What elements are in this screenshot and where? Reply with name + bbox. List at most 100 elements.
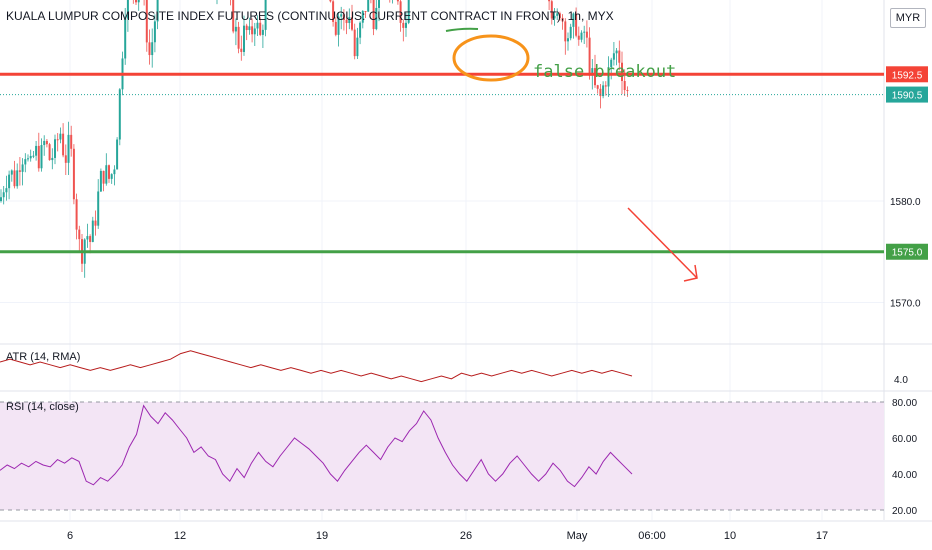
candle-body: [102, 170, 105, 184]
candle-body: [94, 220, 97, 226]
atr-label[interactable]: ATR (14, RMA): [6, 351, 81, 363]
rsi-band: [0, 402, 884, 510]
candle-body: [348, 17, 351, 24]
candle-body: [64, 155, 67, 163]
candle-body: [78, 229, 81, 240]
candle-body: [621, 62, 623, 82]
candle-body: [588, 37, 591, 76]
candle-body: [16, 170, 19, 187]
candle-body: [569, 26, 572, 39]
candle-body: [135, 0, 137, 3]
candle-body: [105, 165, 108, 184]
forecast-arrow-line: [627, 207, 698, 279]
candle-body: [359, 22, 362, 38]
candle-body: [332, 1, 335, 22]
candle-body: [110, 174, 113, 179]
candle-body: [0, 197, 2, 202]
atr-tick-label: 4.0: [894, 375, 908, 386]
candle-body: [118, 89, 121, 140]
candle-body: [329, 0, 332, 2]
candle-body: [261, 29, 264, 35]
candle-body: [24, 159, 27, 165]
candle-body: [148, 42, 151, 56]
current-price-tag: [886, 86, 928, 103]
candle-body: [594, 68, 596, 86]
candle-body: [27, 158, 29, 160]
candle-body: [72, 148, 75, 200]
candle-body: [407, 0, 410, 23]
candle-body: [599, 88, 602, 97]
candle-body: [561, 17, 564, 22]
candle-body: [56, 139, 59, 141]
atr-line: [0, 350, 633, 383]
candle-body: [567, 38, 569, 42]
candle-body: [342, 14, 345, 21]
candle-body: [334, 21, 337, 35]
candle-body: [51, 157, 54, 161]
forecast-arrow-head: [683, 264, 698, 282]
candle-body: [558, 13, 561, 18]
candle-body: [243, 25, 245, 52]
candle-body: [550, 1, 553, 19]
candle-body: [108, 165, 110, 179]
candle-body: [345, 20, 348, 24]
candle-body: [251, 26, 254, 35]
candle-body: [556, 13, 559, 16]
candle-body: [8, 174, 11, 189]
candle-body: [402, 22, 405, 28]
candle-body: [596, 85, 599, 89]
resistance-2-price-tag: [886, 66, 928, 83]
time-tick-label: 6: [67, 530, 73, 542]
currency-badge[interactable]: MYR: [890, 8, 926, 28]
candle-body: [145, 0, 148, 43]
support-price-tag: [886, 243, 928, 260]
candle-body: [375, 7, 378, 30]
candle-body: [607, 67, 610, 87]
candle-body: [577, 35, 580, 40]
current-price-label: 1590.5: [892, 91, 923, 102]
candle-body: [153, 21, 156, 43]
candle-body: [378, 0, 380, 8]
candle-body: [40, 145, 43, 169]
candle-body: [253, 28, 256, 35]
candle-body: [43, 140, 46, 146]
rsi-tick-label: 40.00: [892, 470, 917, 481]
candle-body: [156, 0, 159, 22]
candle-body: [2, 192, 5, 198]
candle-body: [548, 0, 551, 2]
time-tick-label: May: [567, 530, 588, 542]
candle-body: [553, 15, 556, 19]
time-tick-label: 26: [460, 530, 472, 542]
candle-body: [35, 145, 38, 156]
candle-body: [585, 31, 588, 38]
candle-body: [48, 144, 51, 161]
candle-body: [70, 134, 73, 149]
candle-body: [583, 31, 586, 33]
rsi-tick-label: 20.00: [892, 506, 917, 517]
candle-body: [361, 11, 364, 23]
price-tick-label: 1570.0: [890, 298, 921, 309]
candle-body: [396, 0, 399, 2]
time-tick-label: 17: [816, 530, 828, 542]
candle-body: [256, 22, 259, 29]
candle-body: [612, 53, 615, 60]
candle-body: [59, 133, 62, 140]
candle-body: [54, 139, 56, 158]
rsi-label[interactable]: RSI (14, close): [6, 401, 79, 413]
candle-body: [10, 170, 13, 175]
candle-body: [86, 236, 89, 240]
candle-body: [240, 48, 243, 52]
candle-body: [232, 0, 235, 32]
candle-body: [572, 13, 575, 27]
candle-body: [337, 16, 340, 35]
candle-body: [45, 140, 48, 145]
candle-body: [564, 21, 567, 42]
false-breakout-annotation: false breakout: [533, 62, 677, 82]
candle-body: [13, 170, 16, 187]
candle-body: [264, 0, 267, 30]
candle-body: [116, 139, 119, 170]
candle-body: [21, 164, 24, 172]
candle-body: [356, 37, 359, 57]
